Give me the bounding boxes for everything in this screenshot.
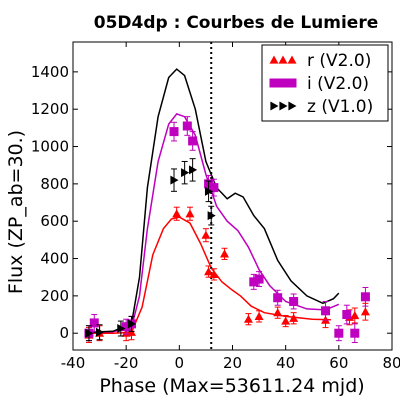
legend-marker <box>278 78 288 88</box>
data-point-s2-6 <box>189 165 198 175</box>
plot-contents <box>84 42 370 350</box>
y-tick-label: 800 <box>40 175 69 193</box>
data-point-s2-8 <box>207 211 216 221</box>
data-point-s0-14 <box>289 313 299 322</box>
data-point-s1-14 <box>334 328 344 338</box>
y-tick-label: 1200 <box>31 100 69 118</box>
legend-label-0: r (V2.0) <box>307 51 371 71</box>
data-point-s2-4 <box>170 175 179 185</box>
data-point-s0-12 <box>273 308 283 317</box>
y-tick-label: 400 <box>40 250 69 268</box>
data-point-s0-9 <box>209 269 219 278</box>
data-point-s0-8 <box>204 267 214 276</box>
data-point-s0-5 <box>185 209 195 218</box>
chart-title: 05D4dp : Courbes de Lumiere <box>94 13 378 33</box>
data-point-s1-6 <box>188 136 198 146</box>
data-point-s2-0 <box>85 328 94 338</box>
data-point-s2-5 <box>181 168 190 178</box>
data-point-s1-9 <box>249 277 259 287</box>
legend-marker <box>269 78 279 88</box>
y-tick-label: 200 <box>40 287 69 305</box>
y-tick-label: 600 <box>40 212 69 230</box>
x-tick-label: 0 <box>175 354 185 372</box>
data-point-s0-7 <box>220 249 230 258</box>
data-point-s1-13 <box>321 306 331 316</box>
data-point-s2-3 <box>127 319 136 329</box>
plot-area <box>72 41 393 351</box>
data-point-s1-10 <box>254 274 264 284</box>
legend-marker <box>278 55 288 64</box>
data-point-s1-5 <box>182 121 192 131</box>
data-point-s1-2 <box>121 322 131 332</box>
data-point-s0-13 <box>281 316 291 325</box>
x-tick-label: 60 <box>329 354 348 372</box>
data-point-s0-4 <box>172 209 182 218</box>
legend-label-2: z (V1.0) <box>307 97 373 117</box>
series-curve-1 <box>88 113 340 334</box>
data-point-s2-7 <box>204 186 214 196</box>
data-point-s1-4 <box>169 127 179 137</box>
data-point-s1-8 <box>209 183 219 193</box>
data-point-s0-6 <box>201 230 211 239</box>
data-point-s1-11 <box>273 293 283 303</box>
x-tick-label: -20 <box>114 354 139 372</box>
legend-marker <box>287 78 297 88</box>
x-tick-label: 80 <box>382 354 400 372</box>
data-point-s0-10 <box>243 314 253 323</box>
y-tick-label: 1400 <box>31 63 69 81</box>
data-point-s0-11 <box>254 311 264 320</box>
legend-marker <box>279 101 288 111</box>
legend-marker <box>287 55 297 64</box>
data-point-s1-12 <box>289 296 299 306</box>
x-tick-label: 40 <box>276 354 295 372</box>
data-point-s1-17 <box>360 292 370 302</box>
legend-marker <box>269 55 279 64</box>
data-point-s2-2 <box>117 324 126 334</box>
x-tick-label: 20 <box>223 354 242 372</box>
x-tick-label: -40 <box>61 354 86 372</box>
data-point-s0-18 <box>360 307 370 316</box>
x-axis-label: Phase (Max=53611.24 mjd) <box>99 375 364 397</box>
series-curve-0 <box>89 216 331 334</box>
legend-marker <box>288 101 297 111</box>
y-axis-label: Flux (ZP_ab=30.) <box>5 130 27 294</box>
data-point-s1-16 <box>350 328 360 338</box>
data-point-s2-1 <box>95 327 105 337</box>
legend: r (V2.0) i (V2.0) z (V1.0) <box>261 44 389 122</box>
data-point-s1-15 <box>342 310 352 320</box>
legend-label-1: i (V2.0) <box>307 74 369 94</box>
y-tick-label: 1000 <box>31 138 69 156</box>
data-point-s0-17 <box>350 310 360 320</box>
data-point-s1-1 <box>89 318 99 328</box>
legend-marker <box>270 101 279 111</box>
y-tick-label: 0 <box>59 324 69 342</box>
